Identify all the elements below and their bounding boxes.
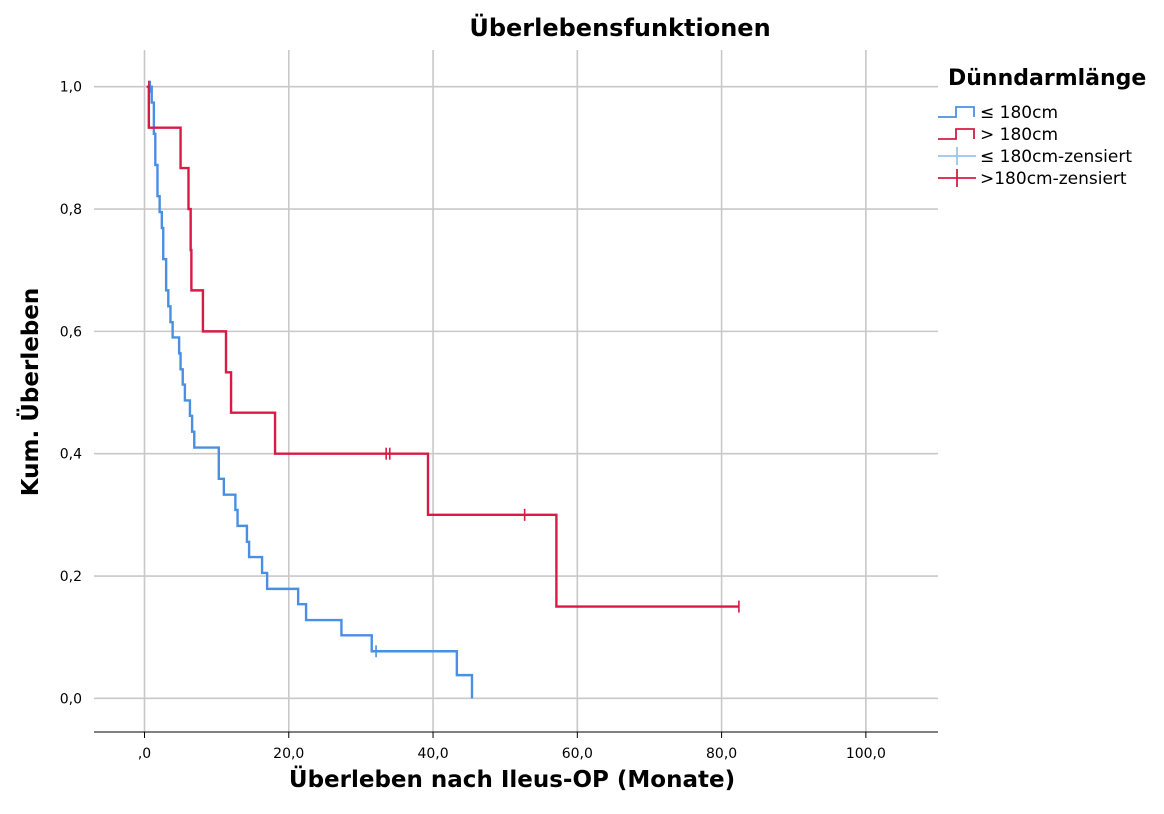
legend: Dünndarmlänge ≤ 180cm> 180cm≤ 180cm-zens… [938, 66, 1146, 189]
y-tick-label: 0,8 [60, 202, 82, 218]
axes [94, 731, 938, 738]
x-tick-label: 100,0 [846, 746, 886, 762]
y-tick-label: 0,4 [60, 447, 82, 463]
y-tick-label: 0,6 [60, 324, 82, 340]
x-tick-label: 80,0 [706, 746, 737, 762]
x-tick-label: ,0 [138, 746, 151, 762]
legend-entry: > 180cm [938, 125, 1058, 145]
grid [94, 50, 938, 732]
legend-title: Dünndarmlänge [948, 66, 1146, 91]
legend-label: > 180cm [980, 125, 1058, 145]
legend-step-symbol [938, 128, 975, 140]
x-axis-title: Überleben nach Ileus-OP (Monate) [289, 765, 735, 793]
legend-label: ≤ 180cm [980, 103, 1058, 123]
tick-labels: ,0 20,0 40,0 60,0 80,0 100,0 0,0 0,2 0,4 0,6 0,8 1,… [60, 80, 886, 762]
survival-curve-gt-180cm [146, 85, 739, 608]
legend-entry: ≤ 180cm-zensiert [938, 147, 1132, 167]
x-tick-label: 60,0 [562, 746, 593, 762]
legend-label: >180cm-zensiert [980, 169, 1127, 189]
x-tick-label: 20,0 [273, 746, 304, 762]
y-tick-label: 1,0 [60, 80, 82, 96]
y-tick-label: 0,2 [60, 569, 82, 585]
legend-entry: >180cm-zensiert [938, 169, 1127, 189]
legend-entries: ≤ 180cm> 180cm≤ 180cm-zensiert>180cm-zen… [938, 103, 1132, 189]
survival-curve-le-180cm [148, 85, 474, 699]
y-axis-title: Kum. Überleben [16, 288, 44, 497]
chart-title: Überlebensfunktionen [469, 12, 770, 42]
series-layer [146, 80, 740, 699]
legend-entry: ≤ 180cm [938, 103, 1058, 123]
legend-step-symbol [938, 106, 975, 118]
y-tick-label: 0,0 [60, 691, 82, 707]
legend-label: ≤ 180cm-zensiert [980, 147, 1132, 167]
x-tick-label: 40,0 [417, 746, 448, 762]
